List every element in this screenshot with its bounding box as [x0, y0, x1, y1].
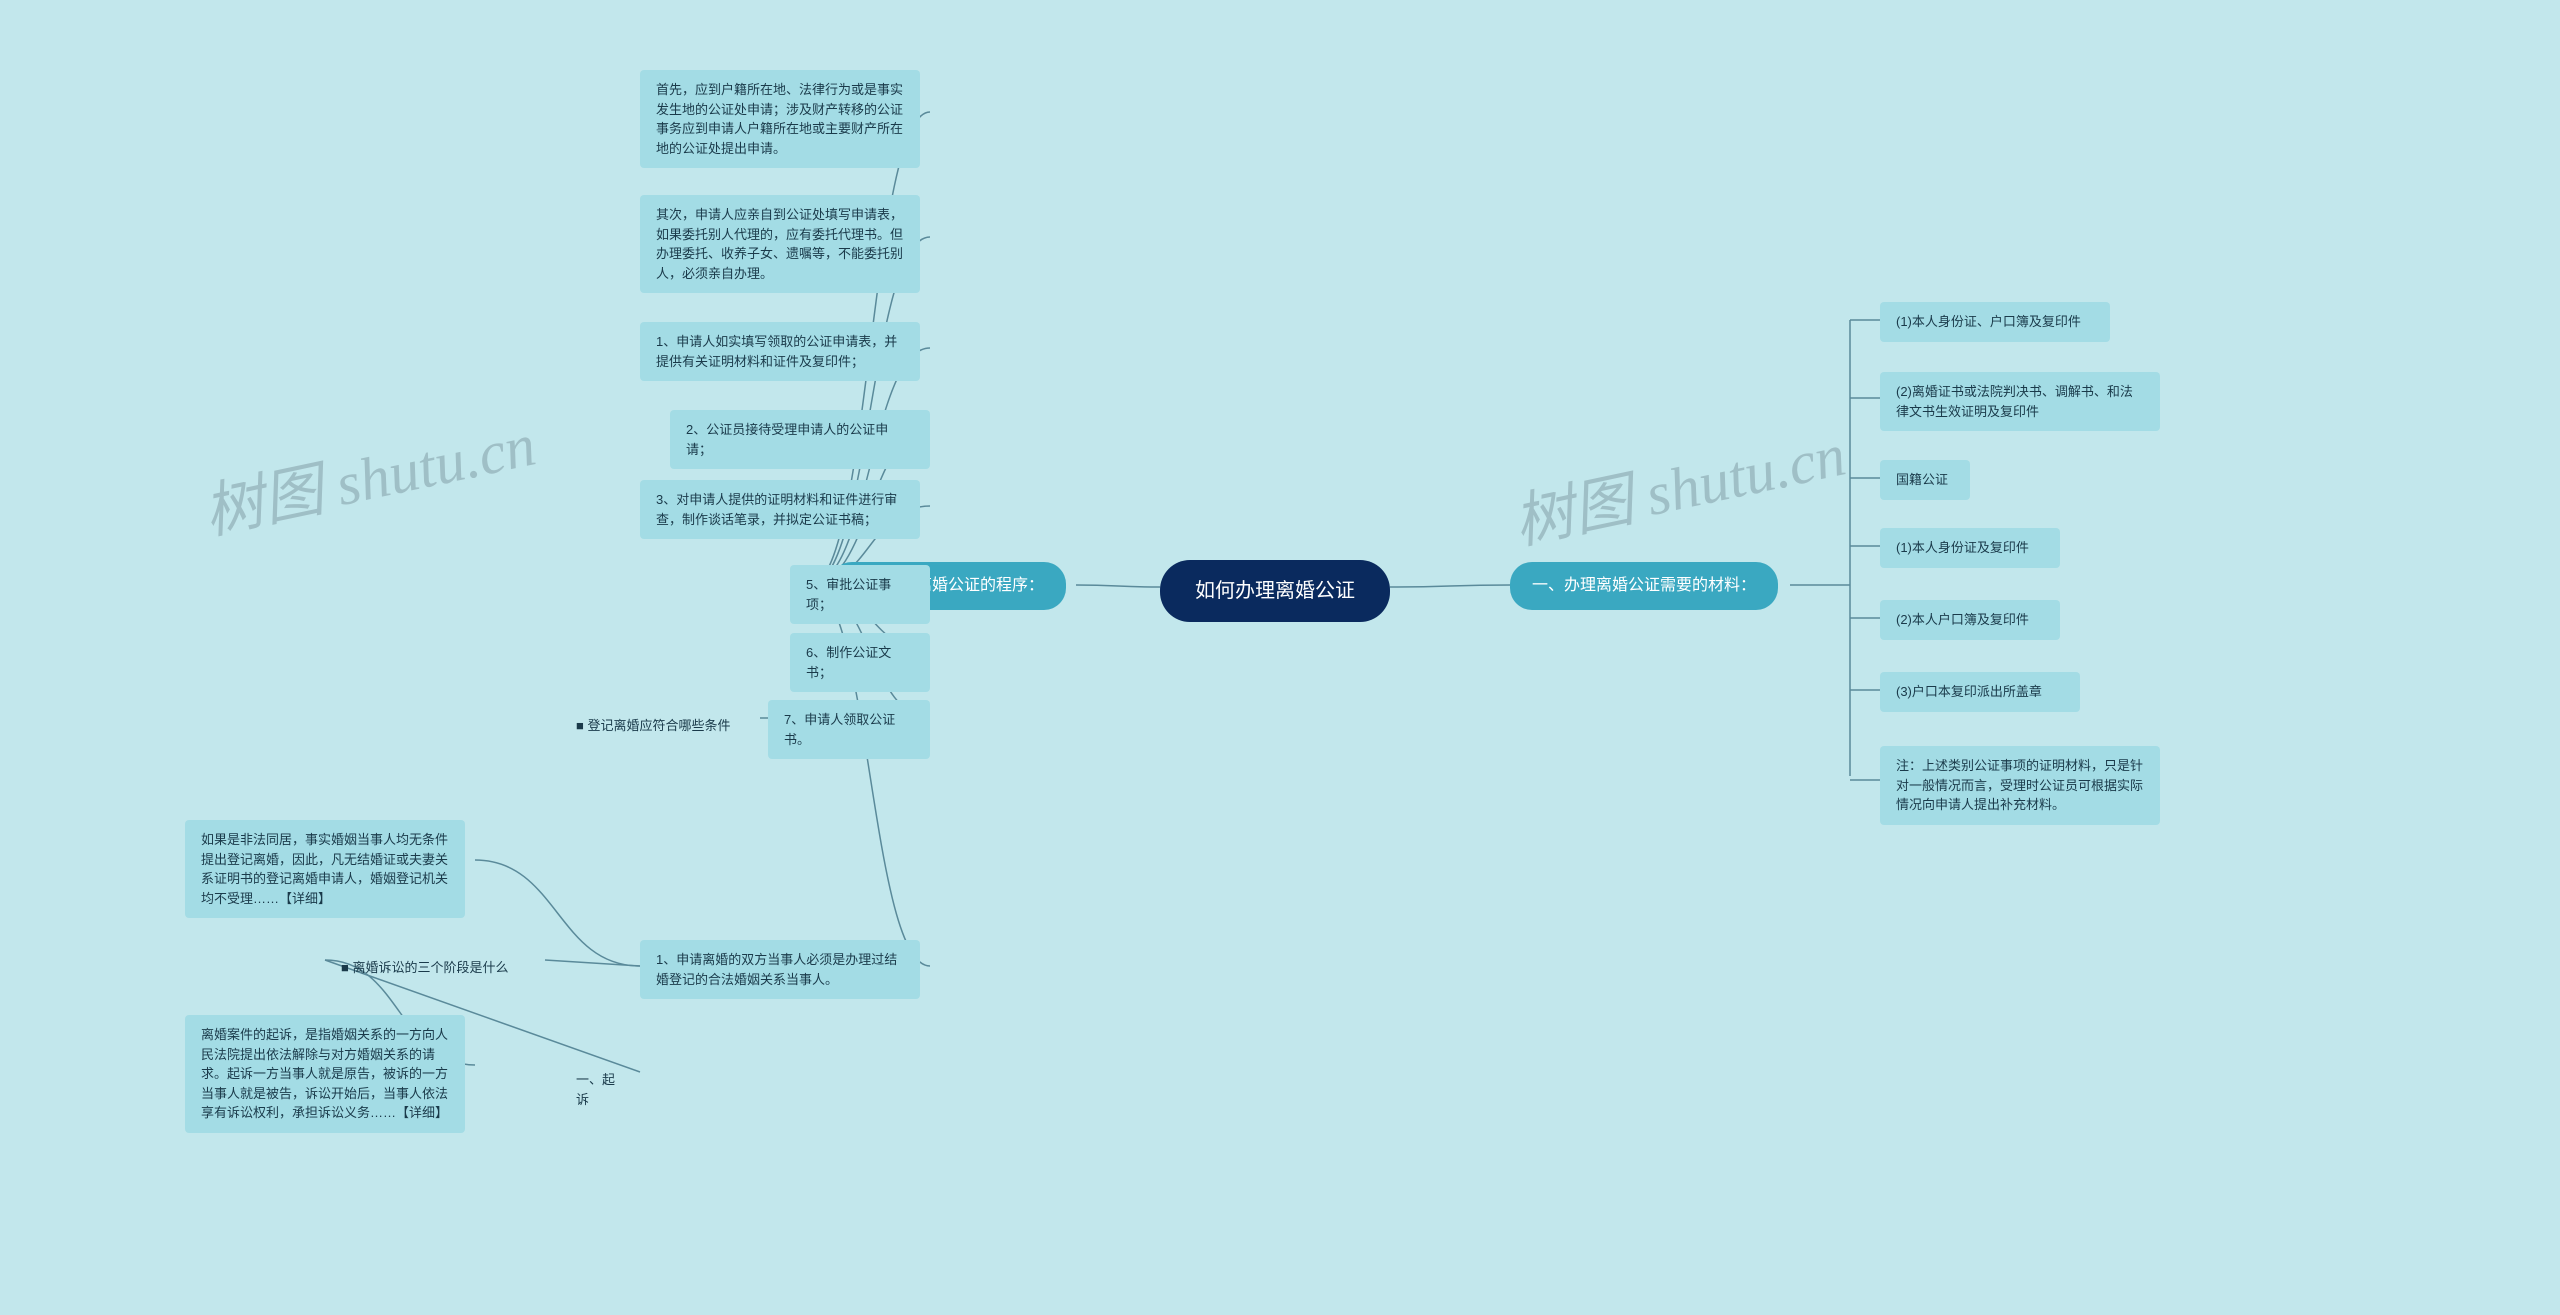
sub-item-2: ■ 离婚诉讼的三个阶段是什么 — [325, 948, 545, 988]
sub-item-1: 如果是非法同居，事实婚姻当事人均无条件提出登记离婚，因此，凡无结婚证或夫妻关系证… — [185, 820, 465, 918]
right-leaf-3: (1)本人身份证及复印件 — [1880, 528, 2060, 568]
right-leaf-0: (1)本人身份证、户口簿及复印件 — [1880, 302, 2110, 342]
right-leaf-2: 国籍公证 — [1880, 460, 1970, 500]
left-leaf-8: 1、申请离婚的双方当事人必须是办理过结婚登记的合法婚姻关系当事人。 — [640, 940, 920, 999]
left-leaf-2: 1、申请人如实填写领取的公证申请表，并提供有关证明材料和证件及复印件； — [640, 322, 920, 381]
left-leaf-0: 首先，应到户籍所在地、法律行为或是事实发生地的公证处申请；涉及财产转移的公证事务… — [640, 70, 920, 168]
right-branch: 一、办理离婚公证需要的材料： — [1510, 562, 1778, 610]
root-node: 如何办理离婚公证 — [1160, 560, 1390, 622]
right-leaf-6: 注：上述类别公证事项的证明材料，只是针对一般情况而言，受理时公证员可根据实际情况… — [1880, 746, 2160, 825]
sub-item-0: ■ 登记离婚应符合哪些条件 — [560, 706, 760, 746]
left-leaf-1: 其次，申请人应亲自到公证处填写申请表，如果委托别人代理的，应有委托代理书。但办理… — [640, 195, 920, 293]
watermark-2: 树图 shutu.cn — [1505, 406, 1852, 561]
right-leaf-5: (3)户口本复印派出所盖章 — [1880, 672, 2080, 712]
left-leaf-6: 6、制作公证文书； — [790, 633, 930, 692]
left-leaf-3: 2、公证员接待受理申请人的公证申请； — [670, 410, 930, 469]
left-leaf-4: 3、对申请人提供的证明材料和证件进行审查，制作谈话笔录，并拟定公证书稿； — [640, 480, 920, 539]
left-leaf-7: 7、申请人领取公证书。 — [768, 700, 930, 759]
left-leaf-5: 5、审批公证事项； — [790, 565, 930, 624]
sub-item-3: 离婚案件的起诉，是指婚姻关系的一方向人民法院提出依法解除与对方婚姻关系的请求。起… — [185, 1015, 465, 1133]
right-leaf-4: (2)本人户口簿及复印件 — [1880, 600, 2060, 640]
right-leaf-1: (2)离婚证书或法院判决书、调解书、和法律文书生效证明及复印件 — [1880, 372, 2160, 431]
watermark-1: 树图 shutu.cn — [195, 396, 542, 551]
sub-item-4: 一、起诉 — [560, 1060, 640, 1119]
